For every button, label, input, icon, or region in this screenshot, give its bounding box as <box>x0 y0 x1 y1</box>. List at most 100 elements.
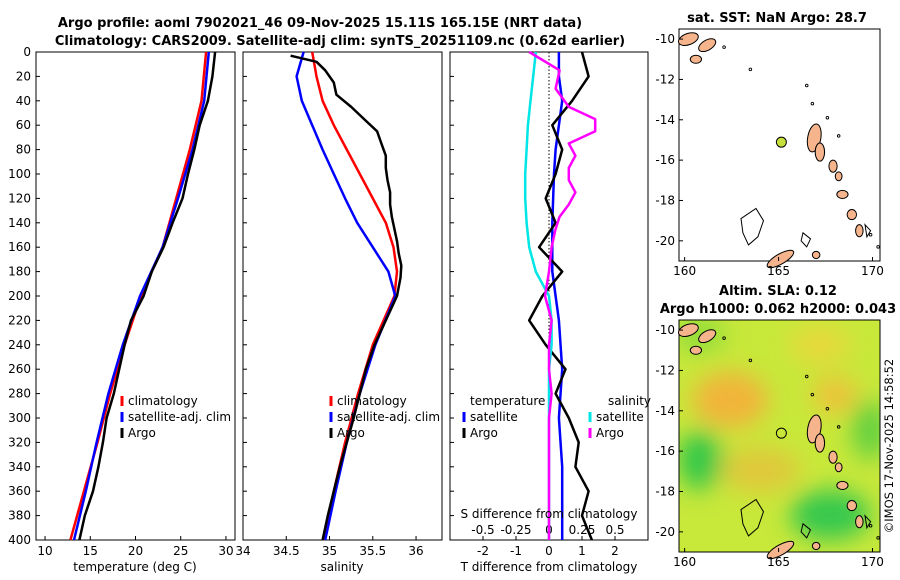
diff-line-temperature-argo <box>527 51 594 541</box>
depth-tick-label: 380 <box>8 509 31 523</box>
temperature-tick-label: 10 <box>37 544 52 558</box>
island-shape <box>677 32 699 46</box>
temperature-legend-entry: climatology <box>128 394 198 408</box>
small-island-dot <box>748 67 753 72</box>
island-shape <box>766 249 795 269</box>
small-island-dot <box>810 392 815 397</box>
temperature-diff-legend-entry: Argo <box>470 426 498 440</box>
diff-line-salinity-argo <box>528 50 597 540</box>
island-shape <box>689 54 703 64</box>
small-island-dot <box>748 358 753 363</box>
s-diff-tick-label: 0.25 <box>569 523 596 537</box>
temperature-diff-legend-title: temperature <box>470 394 545 408</box>
imos-timestamp: ©IMOS 17-Nov-2025 14:58:52 <box>882 359 896 533</box>
s-diff-tick-label: 0.5 <box>605 523 624 537</box>
depth-tick-label: 300 <box>8 411 31 425</box>
figure-title-line2: Climatology: CARS2009. Satellite-adj cli… <box>55 34 625 49</box>
temperature-line-satellite-adj-clim <box>72 51 211 541</box>
small-island-dot <box>868 233 873 237</box>
temperature-legend-entry: satellite-adj. clim <box>128 410 231 424</box>
small-island-dot <box>868 524 873 528</box>
island-shape <box>836 480 849 490</box>
s-diff-tick-label: -0.25 <box>500 523 531 537</box>
sla-map-panel: Altim. SLA: 0.12 Argo h1000: 0.062 h2000… <box>655 284 896 569</box>
argo-position-marker <box>775 136 787 148</box>
temperature-xlabel: temperature (deg C) <box>73 560 196 574</box>
latitude-tick-label: -20 <box>655 234 675 248</box>
figure-title-line1: Argo profile: aoml 7902021_46 09-Nov-202… <box>58 16 582 31</box>
salinity-diff-legend-title: salinity <box>608 394 651 408</box>
t-diff-tick-label: -1 <box>510 544 522 558</box>
island-shape <box>677 323 699 337</box>
latitude-tick-label: -14 <box>655 113 675 127</box>
temperature-tick-label: 30 <box>218 544 233 558</box>
small-island-dot <box>876 536 880 540</box>
island-shape <box>698 329 717 344</box>
reef-outline <box>800 231 812 248</box>
salinity-tick-label: 34 <box>235 544 250 558</box>
small-island-dot <box>722 45 726 49</box>
island-shape <box>814 142 826 162</box>
island-shape <box>855 515 864 529</box>
latitude-tick-label: -18 <box>655 193 675 207</box>
latitude-tick-label: -16 <box>655 153 675 167</box>
depth-tick-label: 180 <box>8 265 31 279</box>
t-diff-tick-label: 2 <box>611 544 619 558</box>
sst-map-title: sat. SST: NaN Argo: 28.7 <box>687 11 867 26</box>
depth-tick-label: 60 <box>16 118 31 132</box>
island-shape <box>698 38 717 53</box>
island-shape <box>834 462 843 473</box>
island-shape <box>689 345 703 355</box>
island-shape <box>846 500 858 512</box>
island-shape <box>846 209 858 221</box>
argo-position-marker <box>775 427 787 439</box>
island-shape <box>828 159 838 173</box>
small-island-dot <box>876 245 880 249</box>
latitude-tick-label: -10 <box>655 32 675 46</box>
temperature-tick-label: 25 <box>173 544 188 558</box>
salinity-diff-legend-entry: Argo <box>596 426 624 440</box>
t-diff-tick-label: 1 <box>578 544 586 558</box>
latitude-tick-label: -14 <box>655 404 675 418</box>
longitude-tick-label: 160 <box>673 264 696 278</box>
depth-tick-label: 360 <box>8 484 31 498</box>
latitude-tick-label: -20 <box>655 525 675 539</box>
island-shape <box>836 189 849 199</box>
depth-tick-label: 280 <box>8 387 31 401</box>
t-diff-tick-label: 0 <box>545 544 553 558</box>
small-island-dot <box>836 425 841 429</box>
island-shape <box>828 450 838 464</box>
depth-tick-label: 340 <box>8 460 31 474</box>
temperature-axes-frame <box>35 51 236 541</box>
island-shape <box>766 540 795 560</box>
sst-map-panel: sat. SST: NaN Argo: 28.7 160 165 170 -10 -12… <box>655 11 884 278</box>
sla-colour-field <box>679 320 880 552</box>
salinity-line-climatology <box>310 51 399 541</box>
reef-outline <box>864 514 872 530</box>
reef-outline <box>740 207 765 246</box>
depth-tick-label: 100 <box>8 167 31 181</box>
island-shape <box>811 541 821 551</box>
longitude-tick-label: 160 <box>673 555 696 569</box>
depth-tick-label: 160 <box>8 240 31 254</box>
small-island-dot <box>825 116 830 120</box>
sla-map-title-line1: Altim. SLA: 0.12 <box>719 284 837 299</box>
latitude-tick-label: -18 <box>655 484 675 498</box>
depth-tick-label: 40 <box>16 94 31 108</box>
island-shape <box>811 250 821 260</box>
salinity-xlabel: salinity <box>320 560 363 574</box>
reef-outline <box>864 223 872 239</box>
salinity-diff-legend-entry: satellite <box>596 410 644 424</box>
latitude-tick-label: -16 <box>655 444 675 458</box>
reef-outline <box>800 522 812 539</box>
depth-tick-label: 220 <box>8 313 31 327</box>
salinity-tick-label: 34.5 <box>273 544 300 558</box>
longitude-tick-label: 170 <box>861 264 884 278</box>
salinity-line-argo <box>290 54 403 541</box>
difference-panel: -2 -1 0 1 2 -0.5 -0.25 0 0.25 0.5 S difference f… <box>449 50 651 574</box>
latitude-tick-label: -12 <box>655 72 675 86</box>
salinity-legend-entry: Argo <box>337 426 365 440</box>
small-island-dot <box>836 134 841 138</box>
salinity-legend-entry: climatology <box>337 394 407 408</box>
